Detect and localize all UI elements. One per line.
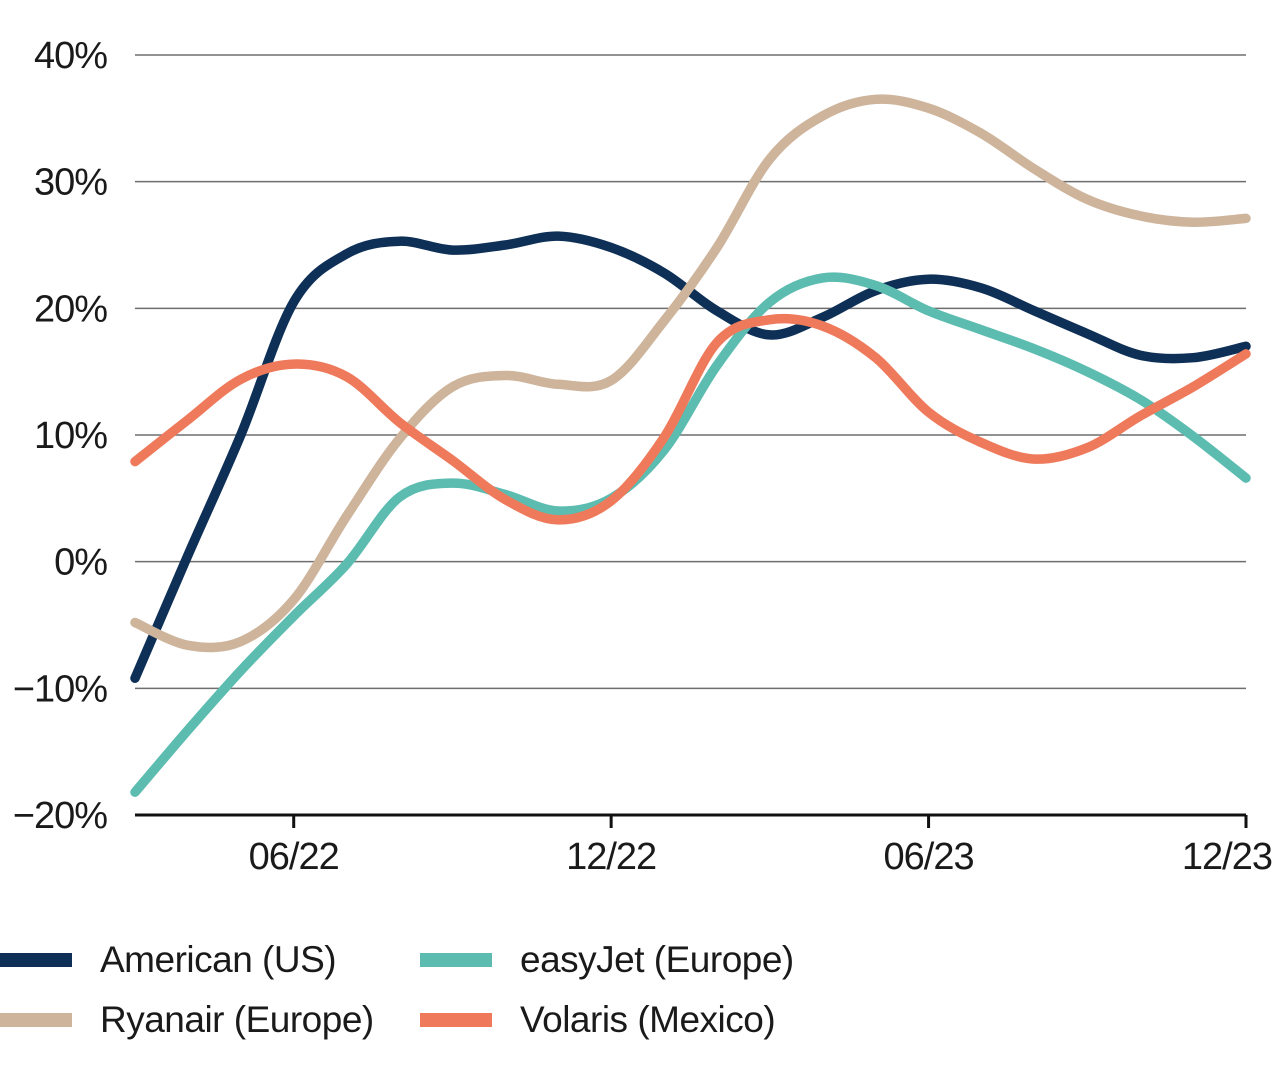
legend-swatch-volaris [420,1013,492,1027]
y-axis-tick-label: 40% [34,35,107,77]
x-axis-tick-label: 06/22 [249,836,339,878]
legend-item-ryanair: Ryanair (Europe) [0,999,420,1041]
stock-performance-line-chart: 40% 30% 20% 10% 0% −10% −20% 06/22 12/22 06/23 12/… [13,35,1273,878]
y-axis-tick-label: −20% [13,795,107,837]
legend-swatch-ryanair [0,1013,72,1027]
y-axis-tick-label: 30% [34,162,107,204]
series-line-volaris-mexico [130,313,1251,525]
series-line-american-us [130,231,1251,683]
legend-item-volaris: Volaris (Mexico) [420,999,794,1041]
series-line-ryanair-europe [130,94,1251,653]
x-axis-tick-label: 12/23 [1182,836,1272,878]
series-line-easyjet-europe [130,272,1251,797]
legend-item-american: American (US) [0,939,420,981]
x-axis-tick-label: 12/22 [566,836,656,878]
y-axis-tick-label: 0% [54,542,107,584]
y-axis-tick-label: 20% [34,288,107,330]
legend-label-american: American (US) [100,939,337,980]
y-axis-tick-label: −10% [13,668,107,710]
legend: American (US) easyJet (Europe) Ryanair (… [0,936,794,1044]
legend-label-easyjet: easyJet (Europe) [520,939,794,980]
legend-label-ryanair: Ryanair (Europe) [100,999,374,1040]
y-axis-tick-label: 10% [34,415,107,457]
legend-item-easyjet: easyJet (Europe) [420,939,794,981]
x-axis-tick-label: 06/23 [884,836,974,878]
legend-swatch-american [0,953,72,967]
legend-label-volaris: Volaris (Mexico) [520,999,776,1040]
legend-swatch-easyjet [420,953,492,967]
